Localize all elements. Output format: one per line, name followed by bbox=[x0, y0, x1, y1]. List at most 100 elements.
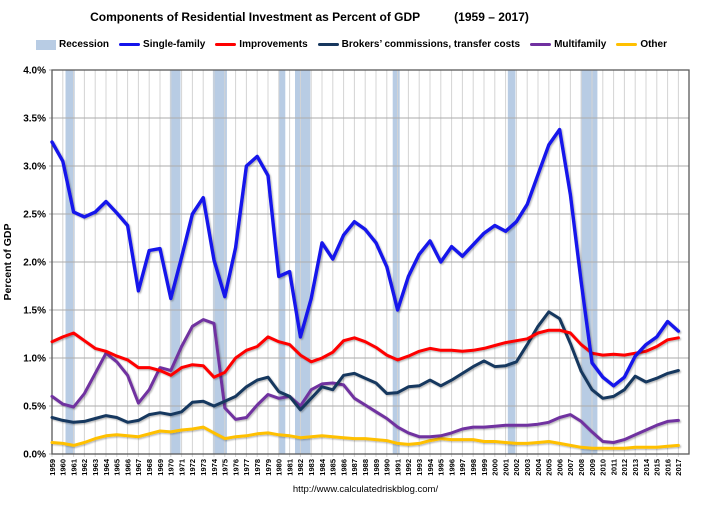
legend-label-other: Other bbox=[640, 39, 667, 50]
x-tick-label: 1992 bbox=[404, 459, 413, 476]
legend-swatch-multifamily bbox=[530, 42, 552, 47]
series-line-other bbox=[50, 425, 680, 450]
x-tick-label: 2001 bbox=[501, 459, 510, 476]
x-tick-label: 1981 bbox=[285, 459, 294, 476]
x-tick-label: 1988 bbox=[361, 459, 370, 476]
x-tick-label: 2000 bbox=[491, 459, 500, 476]
series-line-single-family bbox=[50, 127, 681, 388]
legend-label-multifamily: Multifamily bbox=[554, 39, 607, 50]
x-tick-label: 1959 bbox=[48, 459, 57, 476]
x-tick-label: 1969 bbox=[156, 459, 165, 476]
series-line-multifamily bbox=[50, 318, 680, 444]
x-tick-label: 1977 bbox=[242, 459, 251, 476]
x-tick-label: 1965 bbox=[113, 459, 122, 476]
x-tick-label: 1966 bbox=[123, 459, 132, 476]
x-tick-label: 1962 bbox=[80, 459, 89, 476]
x-tick-label: 1986 bbox=[339, 459, 348, 476]
x-tick-label: 2010 bbox=[599, 459, 608, 476]
legend-label-brokers-commissions: Brokers’ commissions, transfer costs bbox=[341, 39, 521, 50]
legend-swatch-improvements bbox=[215, 42, 237, 47]
x-tick-label: 2016 bbox=[663, 459, 672, 476]
x-tick-label: 2017 bbox=[674, 459, 683, 476]
series-line-improvements bbox=[50, 328, 680, 379]
x-tick-label: 2002 bbox=[512, 459, 521, 476]
y-tick-label: 0.5% bbox=[23, 402, 46, 413]
legend-label-single-family: Single-family bbox=[143, 39, 206, 50]
x-tick-label: 1974 bbox=[210, 458, 219, 476]
x-tick-label: 1985 bbox=[329, 459, 338, 476]
x-tick-label: 1983 bbox=[307, 459, 316, 476]
x-tick-label: 1999 bbox=[480, 459, 489, 476]
x-tick-label: 1971 bbox=[177, 459, 186, 476]
x-tick-label: 1967 bbox=[134, 459, 143, 476]
legend-item-multifamily: Multifamily bbox=[530, 39, 606, 50]
legend-item-brokers-commissions: Brokers’ commissions, transfer costs bbox=[317, 39, 521, 50]
x-tick-label: 1979 bbox=[264, 459, 273, 476]
x-tick-label: 1997 bbox=[458, 459, 467, 476]
x-tick-label: 1980 bbox=[275, 459, 284, 476]
x-tick-label: 1970 bbox=[167, 459, 176, 476]
x-tick-label: 2006 bbox=[555, 459, 564, 476]
x-tick-label: 1991 bbox=[393, 459, 402, 476]
y-axis-title: Percent of GDP bbox=[2, 223, 14, 300]
x-tick-label: 1987 bbox=[350, 459, 359, 476]
legend-item-other: Other bbox=[616, 39, 667, 50]
x-tick-label: 2011 bbox=[609, 459, 618, 475]
y-tick-label: 1.0% bbox=[23, 354, 46, 365]
legend-label-recession: Recession bbox=[59, 39, 110, 50]
x-tick-label: 1993 bbox=[415, 459, 424, 476]
x-tick-label: 1998 bbox=[469, 459, 478, 476]
y-tick-label: 3.5% bbox=[23, 114, 46, 125]
x-tick-label: 2014 bbox=[642, 458, 651, 476]
x-tick-label: 1973 bbox=[199, 459, 208, 476]
x-tick-label: 1961 bbox=[69, 459, 78, 476]
legend-item-single-family: Single-family bbox=[119, 39, 205, 50]
legend-swatch-recession bbox=[36, 39, 57, 50]
y-tick-label: 3.0% bbox=[23, 162, 46, 173]
x-tick-label: 2012 bbox=[620, 459, 629, 476]
x-tick-label: 1995 bbox=[437, 459, 446, 476]
y-tick-label: 2.5% bbox=[23, 210, 46, 221]
source-url: http://www.calculatedriskblog.com/ bbox=[292, 484, 439, 495]
x-tick-label: 1994 bbox=[426, 458, 435, 476]
legend-item-improvements: Improvements bbox=[215, 39, 308, 50]
x-tick-label: 1963 bbox=[91, 459, 100, 476]
x-tick-label: 1968 bbox=[145, 459, 154, 476]
x-tick-label: 1976 bbox=[231, 459, 240, 476]
x-tick-label: 2015 bbox=[653, 459, 662, 476]
x-tick-label: 1975 bbox=[221, 459, 230, 476]
x-tick-label: 1960 bbox=[59, 459, 68, 476]
x-tick-label: 1990 bbox=[383, 459, 392, 476]
x-tick-label: 1996 bbox=[447, 459, 456, 476]
legend-item-recession: Recession bbox=[36, 39, 109, 50]
chart-title-row: Components of Residential Investment as … bbox=[0, 10, 661, 24]
y-tick-label: 4.0% bbox=[23, 66, 46, 77]
x-tick-label: 1982 bbox=[296, 459, 305, 476]
x-tick-label: 2008 bbox=[577, 459, 586, 476]
legend-label-improvements: Improvements bbox=[239, 39, 308, 50]
y-tick-label: 1.5% bbox=[23, 306, 46, 317]
x-tick-label: 2007 bbox=[566, 459, 575, 476]
x-tick-label: 2005 bbox=[545, 459, 554, 476]
legend-swatch-single-family bbox=[119, 42, 141, 47]
x-tick-label: 2009 bbox=[588, 459, 597, 476]
y-tick-label: 0.0% bbox=[23, 450, 46, 461]
series-line-brokers-commissions bbox=[50, 310, 680, 424]
x-tick-label: 2003 bbox=[523, 459, 532, 476]
x-tick-label: 1984 bbox=[318, 458, 327, 476]
chart-title: Components of Residential Investment as … bbox=[90, 10, 421, 24]
x-tick-label: 1989 bbox=[372, 459, 381, 476]
y-tick-label: 2.0% bbox=[23, 258, 46, 269]
x-tick-label: 1978 bbox=[253, 459, 262, 476]
chart-title-range: (1959 – 2017) bbox=[454, 10, 529, 24]
x-tick-label: 1964 bbox=[102, 458, 111, 476]
x-tick-label: 2004 bbox=[534, 458, 543, 476]
x-tick-label: 2013 bbox=[631, 459, 640, 476]
chart-legend: Recession Single-family Improvements Bro… bbox=[0, 39, 703, 50]
legend-swatch-other bbox=[616, 42, 638, 47]
legend-swatch-brokers-commissions bbox=[317, 42, 339, 47]
x-tick-label: 1972 bbox=[188, 459, 197, 476]
plot-border bbox=[51, 69, 690, 455]
